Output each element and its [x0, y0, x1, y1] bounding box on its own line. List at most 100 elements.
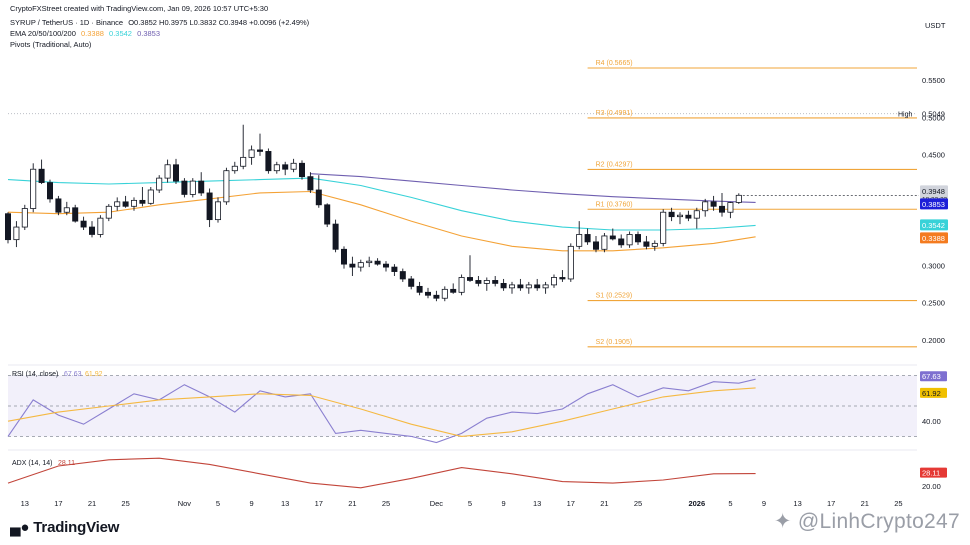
candle[interactable]: [626, 231, 633, 248]
candle[interactable]: [240, 124, 247, 170]
candle[interactable]: [727, 201, 734, 219]
symbol-label[interactable]: SYRUP / TetherUS · 1D · Binance: [10, 18, 124, 27]
candle[interactable]: [483, 277, 490, 291]
candle[interactable]: [114, 197, 121, 211]
candle[interactable]: [408, 275, 415, 290]
candle[interactable]: [30, 163, 37, 213]
candle[interactable]: [97, 215, 104, 238]
candle[interactable]: [416, 281, 423, 296]
candle[interactable]: [63, 201, 70, 216]
candle[interactable]: [593, 235, 600, 253]
candle[interactable]: [282, 161, 289, 176]
candle[interactable]: [307, 172, 314, 193]
candle[interactable]: [189, 178, 196, 198]
candle[interactable]: [660, 209, 667, 247]
candle[interactable]: [340, 246, 347, 269]
candle[interactable]: [618, 234, 625, 248]
candle[interactable]: [710, 195, 717, 211]
pivots-legend[interactable]: Pivots (Traditional, Auto): [10, 40, 94, 50]
ema-label: EMA 20/50/100/200: [10, 29, 76, 38]
time-axis[interactable]: 13 17 21 25 Nov 5 9 13 17 21 25 Dec 5 9 13 17 21 25 2026 5 9…: [21, 499, 903, 508]
candle[interactable]: [38, 159, 45, 185]
candle[interactable]: [517, 278, 524, 291]
candle[interactable]: [693, 207, 700, 229]
candle[interactable]: [206, 188, 213, 228]
candle[interactable]: [80, 216, 87, 231]
candle[interactable]: [399, 268, 406, 282]
candle[interactable]: [466, 255, 473, 282]
candle[interactable]: [357, 259, 364, 272]
candle[interactable]: [332, 219, 339, 253]
candle[interactable]: [441, 286, 448, 302]
candle[interactable]: [156, 175, 163, 193]
candle[interactable]: [290, 158, 297, 173]
candle[interactable]: [172, 158, 179, 185]
candle[interactable]: [551, 274, 558, 288]
candle[interactable]: [735, 193, 742, 204]
candle[interactable]: [181, 178, 188, 198]
price-pane[interactable]: R4 (0.5665)R3 (0.4991)R2 (0.4297)R1 (0.3…: [5, 21, 948, 348]
candle[interactable]: [584, 228, 591, 245]
candle[interactable]: [643, 235, 650, 250]
candle[interactable]: [265, 148, 272, 174]
candle[interactable]: [231, 161, 238, 174]
candle[interactable]: [13, 221, 20, 248]
candle[interactable]: [366, 256, 373, 268]
candle[interactable]: [214, 197, 221, 223]
candle[interactable]: [130, 197, 137, 211]
candle[interactable]: [55, 195, 62, 216]
candle[interactable]: [298, 160, 305, 180]
candle[interactable]: [5, 212, 11, 244]
candle[interactable]: [500, 278, 507, 291]
candle[interactable]: [315, 175, 322, 208]
candle[interactable]: [508, 281, 515, 294]
candle[interactable]: [567, 243, 574, 282]
candle[interactable]: [677, 212, 684, 225]
candle[interactable]: [702, 198, 709, 217]
candle[interactable]: [256, 133, 263, 156]
candle[interactable]: [273, 161, 280, 174]
candle[interactable]: [374, 258, 381, 266]
candle[interactable]: [47, 179, 54, 203]
candle[interactable]: [147, 187, 154, 205]
price-label-value: 0.3853: [922, 200, 945, 209]
candle[interactable]: [635, 231, 642, 245]
candle[interactable]: [668, 207, 675, 222]
candle[interactable]: [164, 159, 171, 183]
candle[interactable]: [198, 172, 205, 196]
candle[interactable]: [391, 264, 398, 276]
candle[interactable]: [139, 187, 146, 207]
candle[interactable]: [475, 275, 482, 287]
candle[interactable]: [609, 228, 616, 241]
candle[interactable]: [105, 204, 112, 222]
candle-body-down: [122, 201, 129, 207]
candle[interactable]: [685, 210, 692, 222]
candle[interactable]: [89, 221, 96, 238]
candle[interactable]: [324, 203, 331, 228]
candle[interactable]: [492, 275, 499, 287]
adx-pane[interactable]: ADX (14, 14) 28.11 20.00 28.11: [7, 364, 947, 491]
candle[interactable]: [542, 281, 549, 294]
candle[interactable]: [122, 195, 129, 208]
candle[interactable]: [248, 145, 255, 165]
ema-legend[interactable]: EMA 20/50/100/200 0.3388 0.3542 0.3853: [10, 29, 163, 39]
candle[interactable]: [576, 221, 583, 250]
candle[interactable]: [433, 290, 440, 302]
candle[interactable]: [534, 278, 541, 291]
candle[interactable]: [223, 167, 230, 205]
candle[interactable]: [424, 287, 431, 299]
candle[interactable]: [601, 232, 608, 253]
candle[interactable]: [719, 192, 726, 217]
candle[interactable]: [651, 240, 658, 251]
adx-line: [7, 457, 756, 489]
candle[interactable]: [525, 281, 532, 294]
candle[interactable]: [72, 204, 79, 223]
candle[interactable]: [559, 270, 566, 282]
candle[interactable]: [382, 261, 389, 272]
candle[interactable]: [458, 274, 465, 296]
candle[interactable]: [21, 204, 28, 231]
candle[interactable]: [349, 256, 356, 276]
candle[interactable]: [450, 283, 457, 294]
